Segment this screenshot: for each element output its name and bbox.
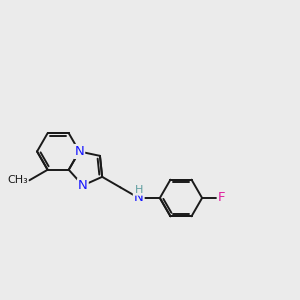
Text: N: N — [134, 191, 144, 205]
Text: N: N — [74, 145, 84, 158]
Text: F: F — [218, 191, 225, 205]
Text: H: H — [135, 185, 143, 195]
Text: CH₃: CH₃ — [7, 175, 28, 185]
Text: N: N — [78, 179, 88, 192]
